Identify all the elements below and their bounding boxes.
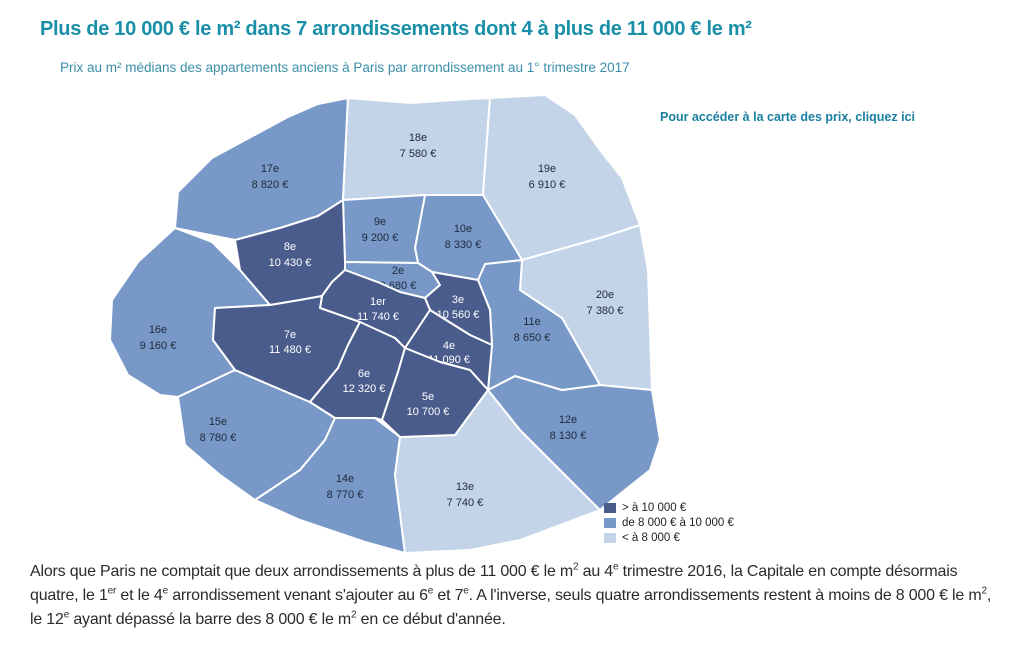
district-9[interactable]: 9e 9 200 €: [342, 194, 426, 264]
district-20-name: 20e: [596, 289, 614, 301]
body-text-6: et 7: [433, 587, 464, 604]
body-text-8: , le 12: [30, 587, 992, 628]
district-12-price: 8 130 €: [550, 430, 587, 442]
district-5-name: 5e: [422, 391, 434, 403]
district-15-name: 15e: [209, 416, 227, 428]
body-sup-5: e: [427, 585, 434, 597]
district-8[interactable]: 8e 10 430 €: [234, 199, 346, 306]
body-text-3: trimestre 2016, la Capitale en compte dé…: [30, 563, 958, 604]
district-5[interactable]: 5e 10 700 €: [381, 347, 489, 438]
legend-label-mid: de 8 000 € à 10 000 €: [622, 516, 734, 529]
legend-item-high: > à 10 000 €: [604, 500, 734, 515]
district-14[interactable]: 14e 8 770 €: [254, 417, 406, 554]
body-text-1: Alors que Paris ne comptait que deux arr…: [30, 563, 574, 580]
legend-item-mid: de 8 000 € à 10 000 €: [604, 515, 734, 530]
district-15-price: 8 780 €: [200, 432, 237, 444]
district-7-name: 7e: [284, 329, 296, 341]
district-13-price: 7 740 €: [447, 497, 484, 509]
legend-item-low: < à 8 000 €: [604, 530, 734, 545]
district-3-price: 10 560 €: [437, 309, 480, 321]
district-6-price: 12 320 €: [343, 383, 386, 395]
body-text-5: arrondissement venant s'ajouter au 6: [167, 587, 428, 604]
district-4-name: 4e: [443, 340, 455, 352]
district-18[interactable]: 18e 7 580 €: [342, 97, 491, 201]
map-legend: > à 10 000 € de 8 000 € à 10 000 € < à 8…: [604, 500, 734, 545]
district-11-name: 11e: [523, 316, 541, 328]
body-text-10: en ce début d'année.: [356, 611, 506, 628]
district-17-price: 8 820 €: [252, 179, 289, 191]
district-9-name: 9e: [374, 216, 386, 228]
district-16-price: 9 160 €: [140, 340, 177, 352]
page-title: Plus de 10 000 € le m² dans 7 arrondisse…: [40, 18, 752, 40]
district-1[interactable]: 1er 11 740 €: [319, 269, 431, 349]
district-17-name: 17e: [261, 163, 279, 175]
district-2-name: 2e: [392, 265, 404, 277]
body-text-7: . A l'inverse, seuls quatre arrondisseme…: [468, 587, 982, 604]
district-10-price: 8 330 €: [445, 239, 482, 251]
district-20-price: 7 380 €: [587, 305, 624, 317]
body-sup-9: 2: [351, 609, 357, 621]
body-sup-6: e: [463, 585, 469, 597]
district-16-name: 16e: [149, 324, 167, 336]
district-10-name: 10e: [454, 223, 472, 235]
body-sup-1: 2: [573, 561, 579, 573]
body-sup-8: e: [63, 609, 70, 621]
price-map-link[interactable]: Pour accéder à la carte des prix, clique…: [660, 110, 915, 124]
legend-label-high: > à 10 000 €: [622, 501, 687, 514]
district-7-price: 11 480 €: [269, 344, 311, 356]
body-sup-7: 2: [981, 585, 987, 597]
district-6-name: 6e: [358, 368, 370, 380]
district-8-name: 8e: [284, 241, 296, 253]
legend-swatch-mid: [604, 517, 616, 528]
district-3[interactable]: 3e 10 560 €: [424, 271, 493, 346]
map-subtitle: Prix au m² médians des appartements anci…: [60, 60, 630, 75]
district-7[interactable]: 7e 11 480 €: [212, 295, 361, 403]
body-text-2: au 4: [578, 563, 614, 580]
district-12-name: 12e: [559, 414, 577, 426]
district-14-price: 8 770 €: [327, 489, 364, 501]
district-1-name: 1er: [370, 296, 386, 308]
district-14-name: 14e: [336, 473, 354, 485]
body-text-9: ayant dépassé la barre des 8 000 € le m: [69, 611, 352, 628]
district-3-name: 3e: [452, 294, 464, 306]
district-19-name: 19e: [538, 163, 556, 175]
body-sup-4: e: [162, 585, 169, 597]
legend-swatch-high: [604, 502, 616, 513]
district-6[interactable]: 6e 12 320 €: [309, 321, 406, 421]
district-1-price: 11 740 €: [357, 311, 399, 323]
district-20[interactable]: 20e 7 380 €: [519, 224, 653, 391]
body-text-4: et le 4: [116, 587, 163, 604]
district-13-name: 13e: [456, 481, 474, 493]
body-paragraph: Alors que Paris ne comptait que deux arr…: [30, 560, 1005, 632]
district-9-price: 9 200 €: [362, 232, 399, 244]
body-sup-2: e: [613, 561, 619, 573]
legend-swatch-low: [604, 532, 616, 543]
district-10[interactable]: 10e 8 330 €: [414, 194, 523, 281]
legend-label-low: < à 8 000 €: [622, 531, 680, 544]
district-11-price: 8 650 €: [514, 332, 551, 344]
district-19-price: 6 910 €: [529, 179, 566, 191]
district-18-name: 18e: [409, 132, 427, 144]
district-18-price: 7 580 €: [400, 148, 437, 160]
body-sup-3: er: [107, 585, 117, 597]
paris-arrondissements-map: 17e 8 820 € 18e 7 580 € 19e 6 910 € 20e …: [109, 94, 661, 554]
district-5-price: 10 700 €: [407, 406, 450, 418]
district-8-price: 10 430 €: [269, 257, 312, 269]
